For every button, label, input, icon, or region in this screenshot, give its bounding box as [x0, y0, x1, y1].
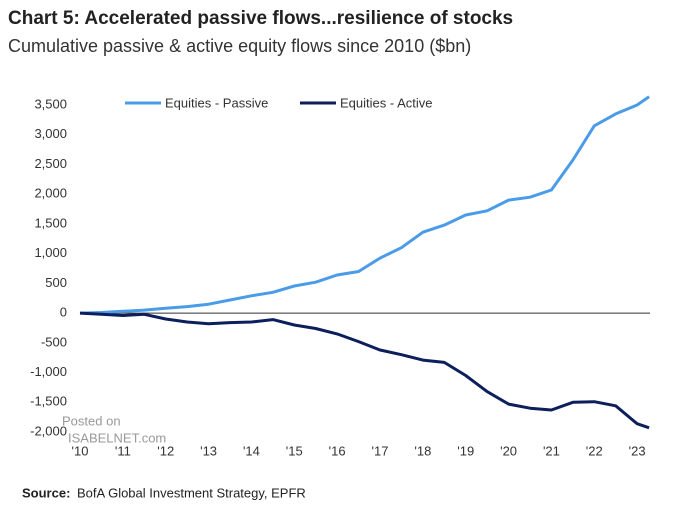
y-tick-label: -500 [41, 334, 67, 349]
x-tick-label: '12 [157, 443, 174, 458]
y-tick-label: 0 [60, 305, 67, 320]
x-tick-label: '11 [115, 443, 131, 458]
x-tick-label: '17 [372, 443, 389, 458]
source-label: Source: [22, 485, 70, 500]
y-tick-label: 500 [45, 275, 67, 290]
y-tick-label: 3,500 [34, 96, 67, 111]
x-tick-label: '14 [243, 443, 260, 458]
y-tick-label: 2,500 [34, 156, 67, 171]
watermark: Posted on [62, 413, 121, 428]
x-tick-label: '21 [543, 443, 560, 458]
legend-label: Equities - Passive [165, 95, 268, 110]
y-tick-label: -2,000 [30, 423, 67, 438]
legend-label: Equities - Active [340, 95, 433, 110]
y-tick-label: 2,000 [34, 186, 67, 201]
x-tick-label: '20 [500, 443, 517, 458]
x-tick-label: '15 [286, 443, 303, 458]
y-tick-label: 1,500 [34, 215, 67, 230]
x-tick-label: '22 [586, 443, 603, 458]
x-tick-label: '18 [414, 443, 431, 458]
series-line [79, 311, 650, 430]
x-tick-label: '19 [457, 443, 474, 458]
watermark: ISABELNET.com [68, 430, 166, 445]
series-line [79, 95, 650, 315]
chart-title: Chart 5: Accelerated passive flows...res… [8, 8, 513, 29]
chart-subtitle: Cumulative passive & active equity flows… [8, 36, 471, 56]
y-tick-label: -1,500 [30, 394, 67, 409]
x-tick-label: '13 [200, 443, 217, 458]
x-tick-label: '10 [72, 443, 89, 458]
x-tick-label: '16 [329, 443, 346, 458]
y-tick-label: 1,000 [34, 245, 67, 260]
x-tick-label: '23 [629, 443, 646, 458]
y-tick-label: 3,000 [34, 126, 67, 141]
y-tick-label: -1,000 [30, 364, 67, 379]
source: BofA Global Investment Strategy, EPFR [77, 485, 306, 500]
